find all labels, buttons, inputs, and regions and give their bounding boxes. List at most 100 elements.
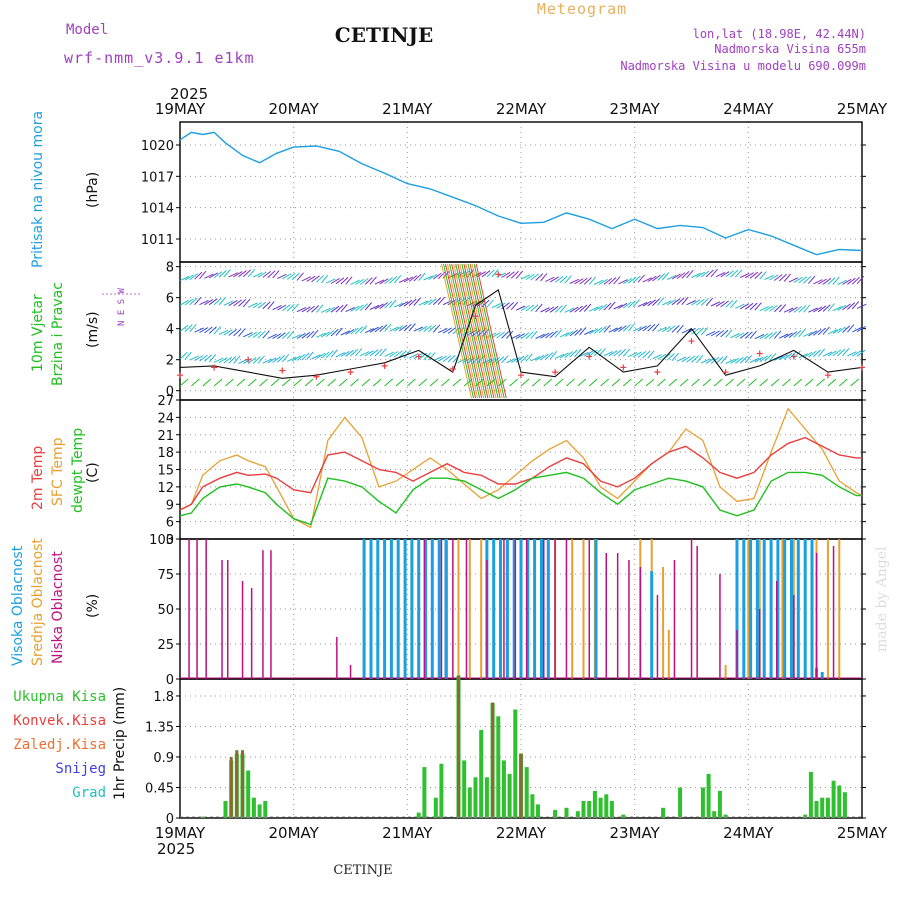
wind-arrow-low [486, 378, 496, 387]
wind-arrow [715, 300, 725, 307]
wind-arrow [637, 301, 648, 308]
x-tick-label-top: 23MAY [610, 100, 661, 118]
wind-arrow [491, 269, 499, 278]
wind-arrows [179, 263, 867, 399]
wind-arrow [637, 325, 647, 332]
wind-arrow [321, 307, 331, 313]
cloud-bar-niska-oblacnost [525, 539, 528, 679]
wind-arrow [184, 298, 194, 306]
wind-arrow [179, 275, 190, 282]
wind-arrow [267, 333, 277, 339]
y-tick-label: 50 [157, 603, 174, 618]
wind-arrow [506, 302, 515, 310]
wind-arrow [676, 272, 686, 280]
wind-arrow [798, 305, 807, 313]
wind-arrow [759, 333, 769, 340]
wind-arrow [335, 304, 344, 313]
wind-arrow [442, 299, 453, 306]
wind-arrow [301, 306, 311, 313]
wind-arrow-low [202, 378, 212, 387]
wind-arrow [218, 329, 229, 335]
wind-arrow [413, 326, 424, 332]
cloud-bar-niska-oblacnost [565, 539, 568, 679]
wind-arrow [812, 349, 821, 358]
total-rain-bar [536, 804, 540, 818]
wind-arrow [710, 330, 720, 337]
wind-arrow [403, 276, 413, 283]
wind-arrow-low [782, 378, 791, 387]
cloud-bar-niska-oblacnost [514, 539, 517, 679]
wind-arrow [598, 303, 608, 311]
wind-arrow [642, 277, 653, 283]
y-tick-label: 1014 [141, 202, 174, 217]
wind-arrow [627, 323, 636, 332]
wind-arrow [394, 302, 404, 308]
wind-arrow [647, 323, 656, 332]
wind-arrow [583, 303, 592, 312]
gust-marker [790, 353, 797, 360]
wind-arrow [286, 330, 295, 340]
wind-arrow [632, 326, 643, 332]
wind-arrow [393, 350, 403, 358]
wind-arrow [803, 331, 813, 337]
wind-speed-line [179, 289, 863, 379]
cloud-bar-niska-oblacnost [221, 560, 223, 679]
wind-gust-arrow [447, 263, 479, 399]
cloud-bar-srednja-oblacnost [582, 539, 585, 679]
wind-arrow [423, 299, 433, 306]
wind-arrow [803, 351, 813, 358]
wind-arrow-low [827, 378, 837, 387]
y-tick-label: 9 [166, 498, 174, 513]
wind-arrow [588, 306, 599, 312]
wind-arrow [218, 357, 228, 364]
wind-arrow [569, 306, 579, 313]
wind-arrow [330, 349, 338, 358]
wind-arrow-low [770, 378, 780, 387]
wind-arrow [773, 330, 782, 339]
wind-arrow-low [679, 378, 689, 387]
wind-unit-label: (m/s) [85, 311, 101, 348]
wind-arrow [233, 271, 243, 278]
wind-arrow [506, 271, 515, 279]
wind-arrow [822, 277, 832, 285]
x-tick-label-top: 20MAY [269, 100, 320, 118]
wind-arrow [296, 272, 304, 281]
wind-arrow [827, 303, 835, 312]
convective-rain-bar [235, 750, 239, 818]
wind-arrow [593, 327, 603, 334]
wind-arrow [720, 300, 730, 308]
wind-arrow [574, 278, 584, 285]
wind-gust-arrow [453, 263, 485, 399]
mid-cloud-label: Srednja Oblacnost [30, 538, 46, 666]
wind-arrow [559, 352, 569, 359]
wind-arrow [506, 358, 516, 364]
wind-arrow [817, 278, 827, 285]
wind-arrow [603, 277, 613, 285]
wind-arrow [267, 301, 275, 310]
legend-hail: Grad [72, 785, 106, 801]
total-rain-bar [473, 777, 478, 818]
wind-arrow [208, 298, 218, 306]
wind-arrow [837, 348, 846, 357]
wind-arrow [754, 334, 765, 340]
total-rain-bar [479, 729, 484, 818]
wind-arrow [842, 278, 852, 285]
cloud-bar-srednja-oblacnost [571, 539, 574, 679]
pressure-unit-label: (hPa) [85, 172, 101, 208]
precip-unit-label: (mm) [112, 687, 128, 725]
footer-station: CETINJE [333, 863, 392, 878]
wind-arrow [447, 354, 456, 363]
wind-arrow [593, 348, 602, 357]
compass-label: N E S W [117, 287, 127, 326]
wind-arrow [321, 331, 331, 338]
wind-arrow [618, 325, 627, 333]
wind-arrow [671, 273, 681, 280]
total-rain-bar [717, 790, 722, 818]
wind-arrow-low [577, 378, 587, 387]
wind-arrow [842, 303, 851, 311]
wind-arrow [774, 355, 784, 361]
wind-arrow [623, 277, 633, 285]
wind-arrow [579, 327, 587, 336]
wind-arrow [281, 304, 291, 312]
wind-arrow-low [793, 378, 803, 387]
